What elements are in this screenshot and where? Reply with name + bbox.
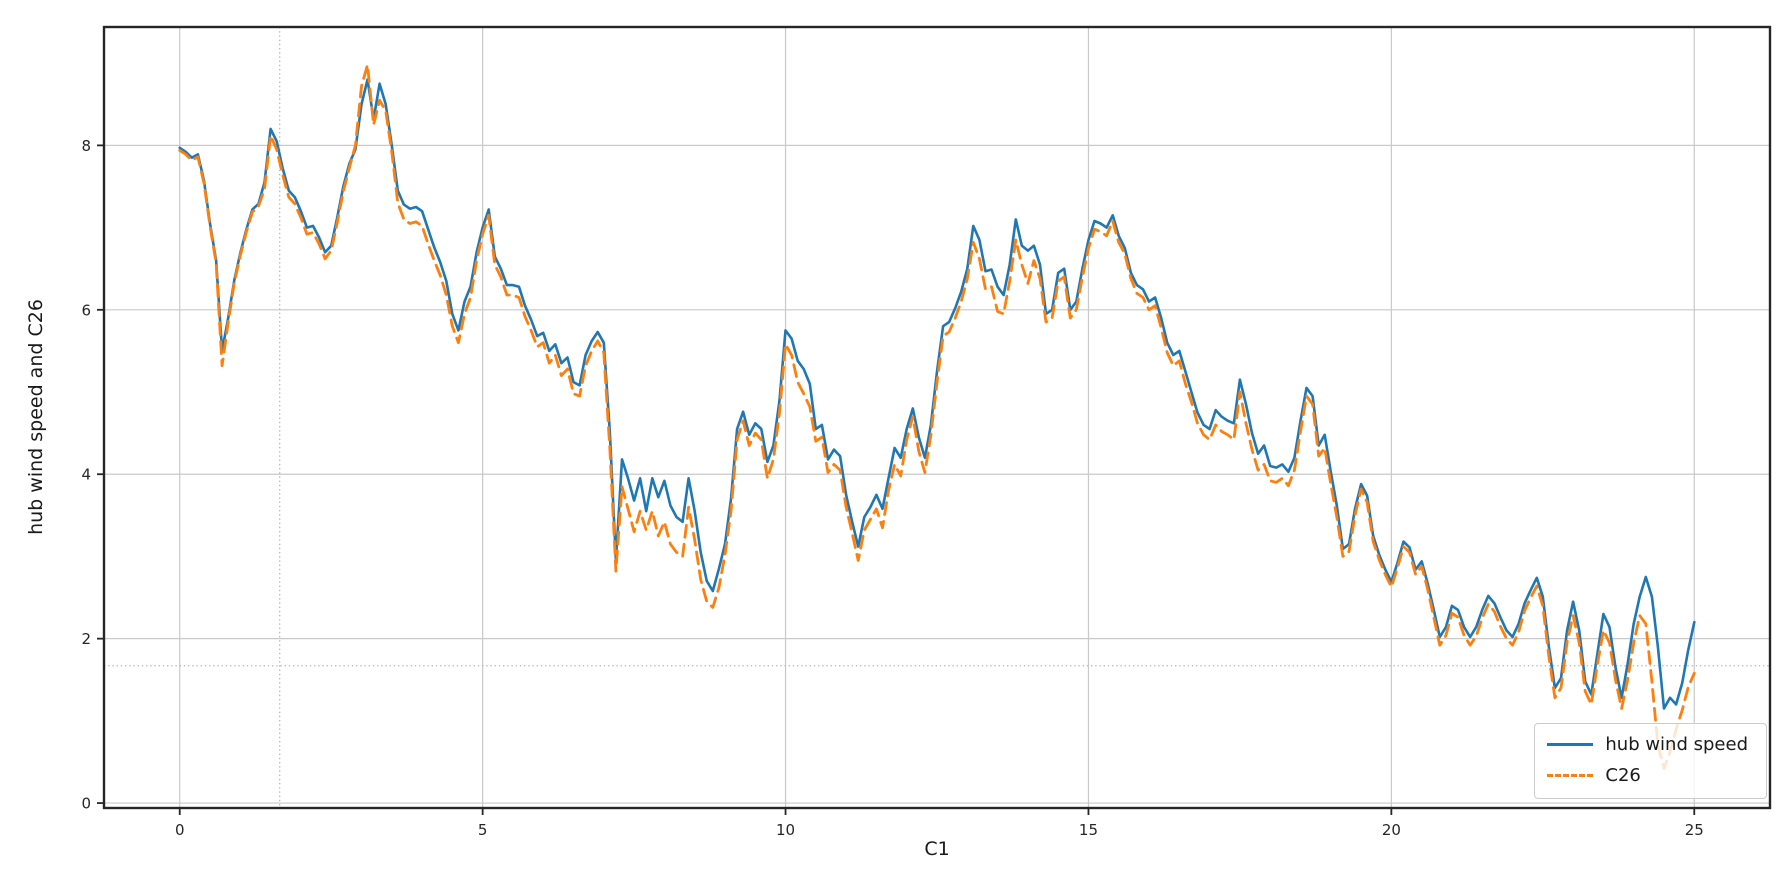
x-tick-label: 20 <box>1382 821 1401 839</box>
series-c26 <box>178 63 1696 770</box>
x-tick-label: 15 <box>1079 821 1098 839</box>
x-axis-label: C1 <box>924 838 950 860</box>
axes-spines <box>102 25 1772 810</box>
legend-item-c26: C26 <box>1547 765 1748 786</box>
legend-line-sample-dashed <box>1547 774 1594 777</box>
y-tick-label: 2 <box>81 630 91 648</box>
series-hub-wind-speed <box>178 78 1696 710</box>
x-tick-label: 10 <box>776 821 795 839</box>
y-tick-label: 4 <box>81 466 91 484</box>
y-axis-label: hub wind speed and C26 <box>25 299 47 535</box>
y-tick-label: 8 <box>81 137 91 155</box>
y-tick-label: 0 <box>81 795 91 813</box>
legend-label-c26: C26 <box>1605 765 1641 786</box>
x-tick-label: 25 <box>1685 821 1704 839</box>
x-tick-label: 5 <box>478 821 488 839</box>
legend-item-hub-wind-speed: hub wind speed <box>1547 734 1748 755</box>
legend-label-hub-wind-speed: hub wind speed <box>1605 734 1748 755</box>
x-tick-label: 0 <box>175 821 185 839</box>
legend-line-sample-solid <box>1547 743 1594 746</box>
y-tick-label: 6 <box>81 301 91 319</box>
legend[interactable]: hub wind speed C26 <box>1534 723 1767 799</box>
